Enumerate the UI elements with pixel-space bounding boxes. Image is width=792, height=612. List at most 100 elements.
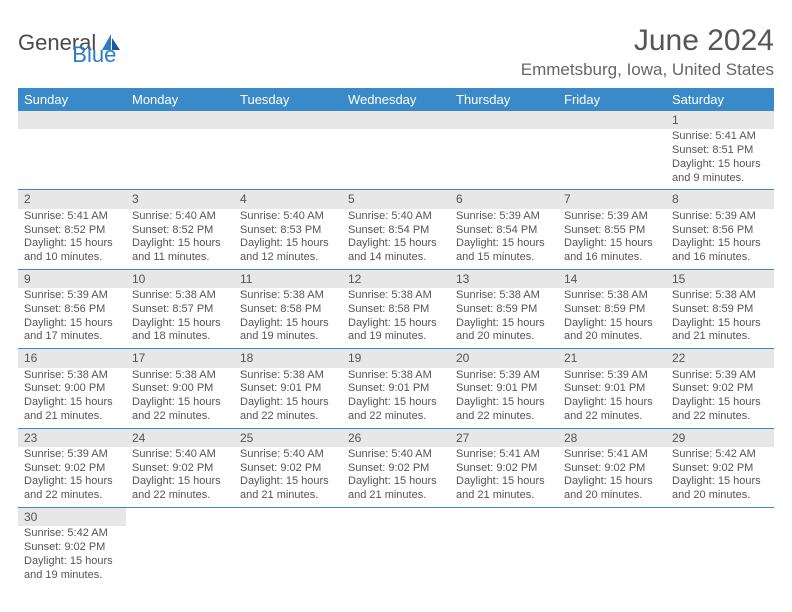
day-number: 9 [18, 270, 126, 288]
calendar-cell: 23Sunrise: 5:39 AMSunset: 9:02 PMDayligh… [18, 428, 126, 507]
day-number: 25 [234, 429, 342, 447]
calendar-cell [342, 111, 450, 190]
day-details: Sunrise: 5:41 AMSunset: 8:51 PMDaylight:… [666, 129, 774, 189]
day-details: Sunrise: 5:38 AMSunset: 8:58 PMDaylight:… [342, 288, 450, 348]
day-details: Sunrise: 5:38 AMSunset: 8:59 PMDaylight:… [666, 288, 774, 348]
calendar-cell: 11Sunrise: 5:38 AMSunset: 8:58 PMDayligh… [234, 269, 342, 348]
calendar-cell [342, 507, 450, 586]
day-details: Sunrise: 5:39 AMSunset: 8:56 PMDaylight:… [666, 209, 774, 269]
calendar-cell [666, 507, 774, 586]
day-details: Sunrise: 5:40 AMSunset: 9:02 PMDaylight:… [234, 447, 342, 507]
day-details: Sunrise: 5:40 AMSunset: 9:02 PMDaylight:… [126, 447, 234, 507]
day-number-empty [558, 111, 666, 129]
calendar-cell: 24Sunrise: 5:40 AMSunset: 9:02 PMDayligh… [126, 428, 234, 507]
day-details: Sunrise: 5:39 AMSunset: 8:54 PMDaylight:… [450, 209, 558, 269]
day-number: 30 [18, 508, 126, 526]
day-number-empty [126, 111, 234, 129]
calendar-cell [234, 507, 342, 586]
day-details: Sunrise: 5:38 AMSunset: 9:00 PMDaylight:… [126, 368, 234, 428]
calendar-cell [126, 507, 234, 586]
weekday-header: Thursday [450, 88, 558, 111]
calendar-cell: 9Sunrise: 5:39 AMSunset: 8:56 PMDaylight… [18, 269, 126, 348]
calendar-cell: 14Sunrise: 5:38 AMSunset: 8:59 PMDayligh… [558, 269, 666, 348]
day-details: Sunrise: 5:39 AMSunset: 8:55 PMDaylight:… [558, 209, 666, 269]
calendar-cell: 26Sunrise: 5:40 AMSunset: 9:02 PMDayligh… [342, 428, 450, 507]
day-details: Sunrise: 5:40 AMSunset: 8:52 PMDaylight:… [126, 209, 234, 269]
day-number: 12 [342, 270, 450, 288]
day-details: Sunrise: 5:39 AMSunset: 9:01 PMDaylight:… [558, 368, 666, 428]
day-number-empty [342, 111, 450, 129]
day-number: 14 [558, 270, 666, 288]
calendar-cell [450, 111, 558, 190]
day-number: 4 [234, 190, 342, 208]
calendar-cell: 7Sunrise: 5:39 AMSunset: 8:55 PMDaylight… [558, 190, 666, 269]
calendar-cell [234, 111, 342, 190]
weekday-header: Monday [126, 88, 234, 111]
day-details: Sunrise: 5:41 AMSunset: 9:02 PMDaylight:… [558, 447, 666, 507]
day-number-empty [18, 111, 126, 129]
calendar-cell: 2Sunrise: 5:41 AMSunset: 8:52 PMDaylight… [18, 190, 126, 269]
day-number: 3 [126, 190, 234, 208]
day-number: 27 [450, 429, 558, 447]
day-number: 13 [450, 270, 558, 288]
month-title: June 2024 [521, 24, 774, 58]
calendar-cell: 4Sunrise: 5:40 AMSunset: 8:53 PMDaylight… [234, 190, 342, 269]
calendar-cell: 25Sunrise: 5:40 AMSunset: 9:02 PMDayligh… [234, 428, 342, 507]
day-number: 8 [666, 190, 774, 208]
day-number: 6 [450, 190, 558, 208]
calendar-cell: 5Sunrise: 5:40 AMSunset: 8:54 PMDaylight… [342, 190, 450, 269]
day-number: 19 [342, 349, 450, 367]
day-details: Sunrise: 5:40 AMSunset: 8:53 PMDaylight:… [234, 209, 342, 269]
day-number: 24 [126, 429, 234, 447]
weekday-header: Saturday [666, 88, 774, 111]
day-number: 11 [234, 270, 342, 288]
day-details: Sunrise: 5:38 AMSunset: 8:59 PMDaylight:… [558, 288, 666, 348]
calendar-cell: 13Sunrise: 5:38 AMSunset: 8:59 PMDayligh… [450, 269, 558, 348]
calendar-cell: 3Sunrise: 5:40 AMSunset: 8:52 PMDaylight… [126, 190, 234, 269]
day-details: Sunrise: 5:40 AMSunset: 8:54 PMDaylight:… [342, 209, 450, 269]
calendar-cell: 10Sunrise: 5:38 AMSunset: 8:57 PMDayligh… [126, 269, 234, 348]
day-number: 28 [558, 429, 666, 447]
day-details: Sunrise: 5:39 AMSunset: 9:01 PMDaylight:… [450, 368, 558, 428]
day-details: Sunrise: 5:38 AMSunset: 8:57 PMDaylight:… [126, 288, 234, 348]
calendar-cell [558, 111, 666, 190]
logo-text-blue: Blue [72, 42, 116, 68]
day-number-empty [450, 111, 558, 129]
calendar-cell [558, 507, 666, 586]
calendar-cell: 12Sunrise: 5:38 AMSunset: 8:58 PMDayligh… [342, 269, 450, 348]
day-details: Sunrise: 5:40 AMSunset: 9:02 PMDaylight:… [342, 447, 450, 507]
calendar-cell: 20Sunrise: 5:39 AMSunset: 9:01 PMDayligh… [450, 349, 558, 428]
calendar-cell: 15Sunrise: 5:38 AMSunset: 8:59 PMDayligh… [666, 269, 774, 348]
calendar-cell [126, 111, 234, 190]
calendar-cell: 6Sunrise: 5:39 AMSunset: 8:54 PMDaylight… [450, 190, 558, 269]
day-number: 18 [234, 349, 342, 367]
calendar-cell: 18Sunrise: 5:38 AMSunset: 9:01 PMDayligh… [234, 349, 342, 428]
day-number: 21 [558, 349, 666, 367]
calendar-cell: 22Sunrise: 5:39 AMSunset: 9:02 PMDayligh… [666, 349, 774, 428]
day-number: 7 [558, 190, 666, 208]
calendar-cell: 27Sunrise: 5:41 AMSunset: 9:02 PMDayligh… [450, 428, 558, 507]
weekday-header: Wednesday [342, 88, 450, 111]
calendar-cell: 30Sunrise: 5:42 AMSunset: 9:02 PMDayligh… [18, 507, 126, 586]
calendar-cell: 8Sunrise: 5:39 AMSunset: 8:56 PMDaylight… [666, 190, 774, 269]
day-details: Sunrise: 5:38 AMSunset: 8:59 PMDaylight:… [450, 288, 558, 348]
day-details: Sunrise: 5:38 AMSunset: 9:01 PMDaylight:… [342, 368, 450, 428]
calendar-cell: 16Sunrise: 5:38 AMSunset: 9:00 PMDayligh… [18, 349, 126, 428]
title-block: June 2024 Emmetsburg, Iowa, United State… [521, 24, 774, 80]
day-number: 29 [666, 429, 774, 447]
calendar-cell: 21Sunrise: 5:39 AMSunset: 9:01 PMDayligh… [558, 349, 666, 428]
day-number: 22 [666, 349, 774, 367]
day-details: Sunrise: 5:42 AMSunset: 9:02 PMDaylight:… [666, 447, 774, 507]
calendar-cell: 28Sunrise: 5:41 AMSunset: 9:02 PMDayligh… [558, 428, 666, 507]
day-number: 10 [126, 270, 234, 288]
calendar-cell: 19Sunrise: 5:38 AMSunset: 9:01 PMDayligh… [342, 349, 450, 428]
day-number: 2 [18, 190, 126, 208]
day-number: 20 [450, 349, 558, 367]
weekday-header: Friday [558, 88, 666, 111]
weekday-header: Sunday [18, 88, 126, 111]
day-details: Sunrise: 5:41 AMSunset: 8:52 PMDaylight:… [18, 209, 126, 269]
day-details: Sunrise: 5:39 AMSunset: 8:56 PMDaylight:… [18, 288, 126, 348]
day-details: Sunrise: 5:38 AMSunset: 9:01 PMDaylight:… [234, 368, 342, 428]
day-details: Sunrise: 5:38 AMSunset: 8:58 PMDaylight:… [234, 288, 342, 348]
calendar-cell: 17Sunrise: 5:38 AMSunset: 9:00 PMDayligh… [126, 349, 234, 428]
